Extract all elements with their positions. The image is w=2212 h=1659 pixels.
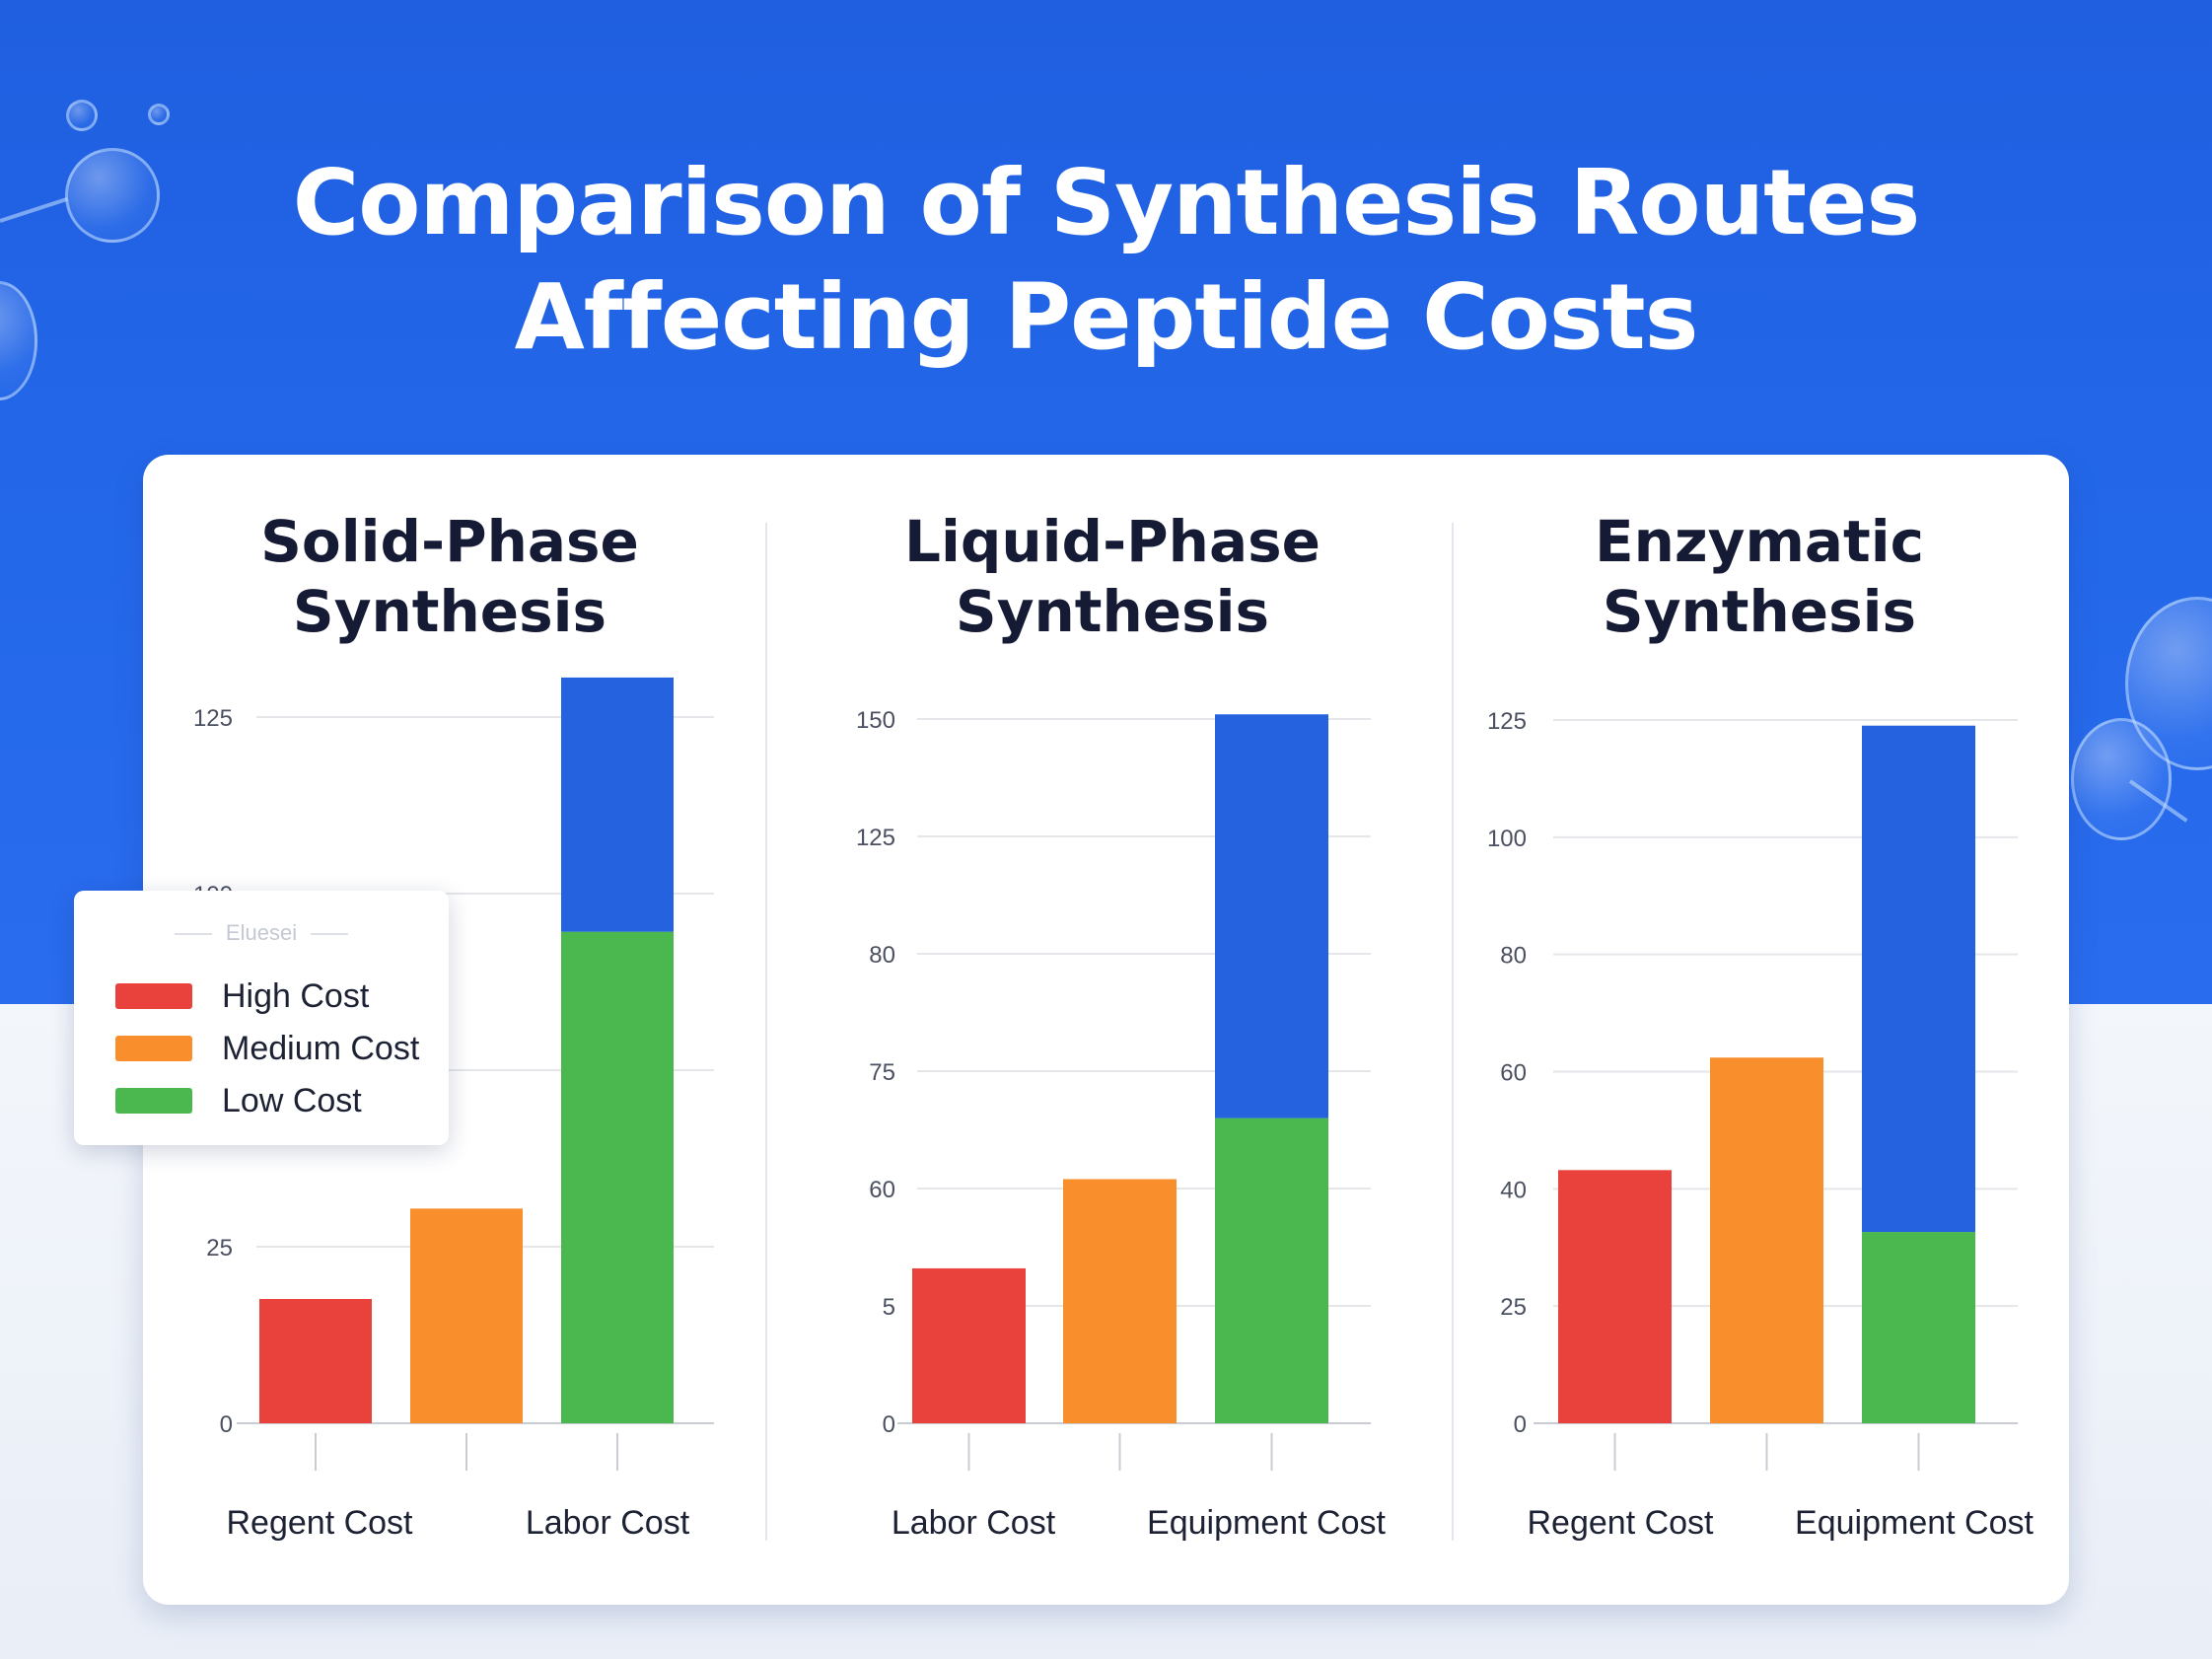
bar-segment — [561, 677, 674, 932]
legend-label: Medium Cost — [222, 1030, 420, 1067]
y-tick-label: 100 — [1487, 826, 1527, 852]
x-axis-label: Equipment Cost — [1147, 1504, 1386, 1542]
y-tick-label: 125 — [1487, 708, 1527, 735]
y-tick-label: 80 — [1500, 943, 1527, 970]
legend-label: Low Cost — [222, 1082, 362, 1119]
x-axis-label: Labor Cost — [526, 1504, 690, 1542]
y-tick-label: 40 — [1500, 1177, 1527, 1203]
bar-segment — [1862, 1232, 1975, 1423]
y-tick-label: 150 — [856, 707, 895, 734]
bar-segment — [561, 931, 674, 1423]
legend-label: High Cost — [222, 977, 370, 1015]
x-axis-label: Regent Cost — [1528, 1504, 1715, 1542]
panel-divider — [1452, 523, 1454, 1541]
title-line-1: Comparison of Synthesis Routes — [292, 150, 1921, 255]
y-tick-label: 80 — [869, 942, 895, 969]
y-tick-label: 125 — [193, 705, 233, 732]
x-axis-label: Regent Cost — [227, 1504, 414, 1542]
bar-segment — [912, 1267, 1026, 1423]
panel-title-solid-phase: Solid-Phase Synthesis — [260, 508, 639, 645]
bar-segment — [1862, 725, 1975, 1233]
y-tick-label: 125 — [856, 825, 895, 851]
x-axis-label: Equipment Cost — [1795, 1504, 2034, 1542]
legend-swatch — [115, 1036, 192, 1061]
molecule-bubble-decoration — [65, 148, 160, 243]
page-title: Comparison of Synthesis Routes Affecting… — [0, 146, 2212, 375]
y-tick-label: 0 — [1514, 1411, 1527, 1438]
panel-title-enzymatic: Enzymatic Synthesis — [1594, 508, 1925, 645]
bar-segment — [259, 1298, 372, 1423]
y-tick-label: 5 — [883, 1294, 895, 1321]
y-tick-label: 60 — [1500, 1060, 1527, 1087]
legend-swatch — [115, 1088, 192, 1114]
bar-segment — [1215, 714, 1328, 1118]
bar-segment — [1063, 1179, 1177, 1423]
y-tick-label: 75 — [869, 1059, 895, 1086]
legend: Eluesei High Cost Medium Cost Low Cost — [74, 891, 449, 1145]
bar-segment — [1710, 1057, 1823, 1423]
panel-divider — [765, 523, 767, 1541]
y-tick-label: 0 — [883, 1411, 895, 1438]
molecule-bubble-decoration — [66, 100, 98, 131]
y-tick-label: 60 — [869, 1177, 895, 1203]
bar-segment — [1215, 1118, 1328, 1423]
title-line-2: Affecting Peptide Costs — [514, 264, 1699, 370]
molecule-bubble-decoration — [2071, 718, 2172, 840]
molecule-bubble-decoration — [148, 104, 170, 125]
y-tick-label: 25 — [206, 1235, 233, 1262]
y-tick-label: 0 — [220, 1411, 233, 1438]
legend-swatch — [115, 983, 192, 1009]
y-tick-label: 25 — [1500, 1294, 1527, 1321]
legend-header: Eluesei — [74, 920, 449, 946]
bar-segment — [1558, 1170, 1672, 1423]
x-axis-label: Labor Cost — [892, 1504, 1056, 1542]
panel-title-liquid-phase: Liquid-Phase Synthesis — [904, 508, 1320, 645]
bar-segment — [410, 1208, 523, 1423]
